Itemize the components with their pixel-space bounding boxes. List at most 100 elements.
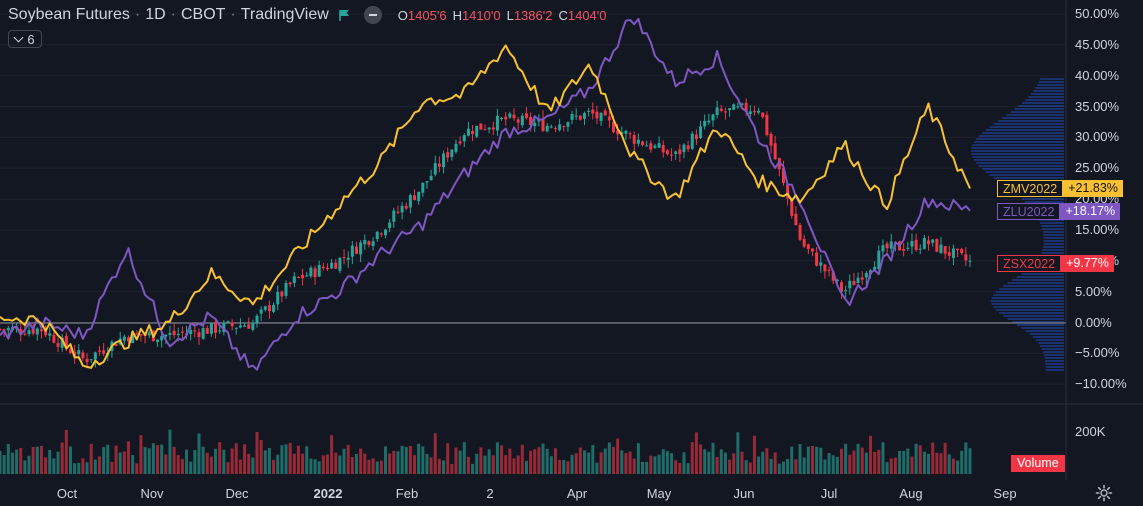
y-tick-label: 25.00% <box>1075 160 1120 176</box>
volume-bar <box>346 444 350 474</box>
profile-bar <box>1006 114 1064 116</box>
volume-bar <box>375 461 379 474</box>
volume-bar <box>653 456 657 474</box>
volume-bar <box>956 460 960 474</box>
volume-bar <box>802 457 806 474</box>
candle-body <box>939 244 943 253</box>
profile-bar <box>1003 285 1064 287</box>
x-tick-label: 2022 <box>313 486 343 501</box>
volume-bar <box>15 449 19 474</box>
volume-bar <box>748 462 752 474</box>
volume-bar <box>529 450 533 474</box>
profile-bar <box>1044 357 1064 359</box>
volume-bar <box>479 447 483 474</box>
volume-bar <box>442 460 446 474</box>
series-tag: ZSX2022 +9.77% <box>997 255 1114 272</box>
volume-bar <box>500 445 504 474</box>
candle-body <box>454 143 458 152</box>
candle-body <box>31 327 35 334</box>
volume-bar <box>342 448 346 474</box>
volume-bar <box>197 433 201 474</box>
volume-bar <box>562 459 566 474</box>
candle-body <box>487 127 491 130</box>
profile-bar <box>1025 201 1064 203</box>
candle-body <box>446 152 450 158</box>
candle-body <box>624 130 628 134</box>
volume-bar <box>164 454 168 474</box>
candle-body <box>657 143 661 148</box>
y-tick-label: 35.00% <box>1075 98 1120 114</box>
volume-bar <box>582 450 586 474</box>
candle-body <box>77 350 81 355</box>
volume-bar <box>280 445 284 474</box>
indicators-toggle-button[interactable]: 6 <box>8 30 42 48</box>
volume-bar <box>400 445 404 474</box>
settings-gear-icon[interactable] <box>1095 484 1113 502</box>
volume-bar <box>168 429 172 474</box>
candle-body <box>873 266 877 272</box>
candle-body <box>740 103 744 105</box>
candle-body <box>122 336 126 341</box>
candle-body <box>226 321 230 323</box>
candle-body <box>831 271 835 281</box>
volume-bar <box>143 447 147 474</box>
volume-bar <box>649 455 653 474</box>
comparison-lines <box>0 17 971 371</box>
profile-bar <box>973 141 1064 143</box>
volume-bar <box>68 446 72 474</box>
x-tick-label: Apr <box>566 486 588 501</box>
profile-bar <box>1043 240 1064 242</box>
chart-legend[interactable]: Soybean Futures · 1D · CBOT · TradingVie… <box>8 5 607 25</box>
symbol-title[interactable]: Soybean Futures <box>8 6 130 23</box>
volume-bar <box>819 447 823 474</box>
volume-bar <box>657 454 661 474</box>
y-tick-label: 40.00% <box>1075 67 1120 83</box>
candle-body <box>690 133 694 149</box>
volume-bar <box>450 463 454 474</box>
candle-body <box>238 325 242 328</box>
candle-body <box>388 222 392 229</box>
candle-body <box>790 199 794 216</box>
candle-body <box>777 158 781 170</box>
candle-body <box>263 306 267 310</box>
source-label: TradingView <box>240 6 329 23</box>
volume-bar <box>180 459 184 474</box>
volume-bar <box>674 460 678 474</box>
candle-body <box>251 322 255 330</box>
candle-body <box>810 248 814 252</box>
y-tick-label: −10.00% <box>1075 376 1127 392</box>
candle-body <box>641 141 645 146</box>
profile-bar <box>993 177 1064 179</box>
candle-body <box>703 120 707 127</box>
profile-bar <box>1043 237 1064 239</box>
candle-body <box>475 125 479 137</box>
candle-body <box>545 125 549 132</box>
volume-bar <box>620 450 624 474</box>
interval-label[interactable]: 1D <box>145 6 166 23</box>
volume-bar <box>350 457 354 474</box>
candle-body <box>566 122 570 127</box>
hide-icon[interactable] <box>363 6 382 24</box>
volume-bar <box>433 433 437 474</box>
volume-bar <box>209 456 213 474</box>
volume-bar <box>835 456 839 474</box>
candle-body <box>305 275 309 277</box>
candle-body <box>541 118 545 131</box>
candle-body <box>189 330 193 335</box>
candle-body <box>931 239 935 243</box>
candle-body <box>686 145 690 150</box>
profile-bar <box>1016 324 1064 326</box>
profile-bar <box>985 171 1064 173</box>
candle-body <box>500 117 504 119</box>
volume-bar <box>831 455 835 474</box>
flag-icon[interactable] <box>338 9 350 21</box>
candle-body <box>964 254 968 261</box>
candle-body <box>172 330 176 336</box>
candle-body <box>209 322 213 334</box>
volume-bar <box>475 453 479 474</box>
volume-bar <box>396 451 400 474</box>
volume-bar <box>769 458 773 474</box>
candle-body <box>549 126 553 128</box>
profile-bar <box>976 138 1064 140</box>
